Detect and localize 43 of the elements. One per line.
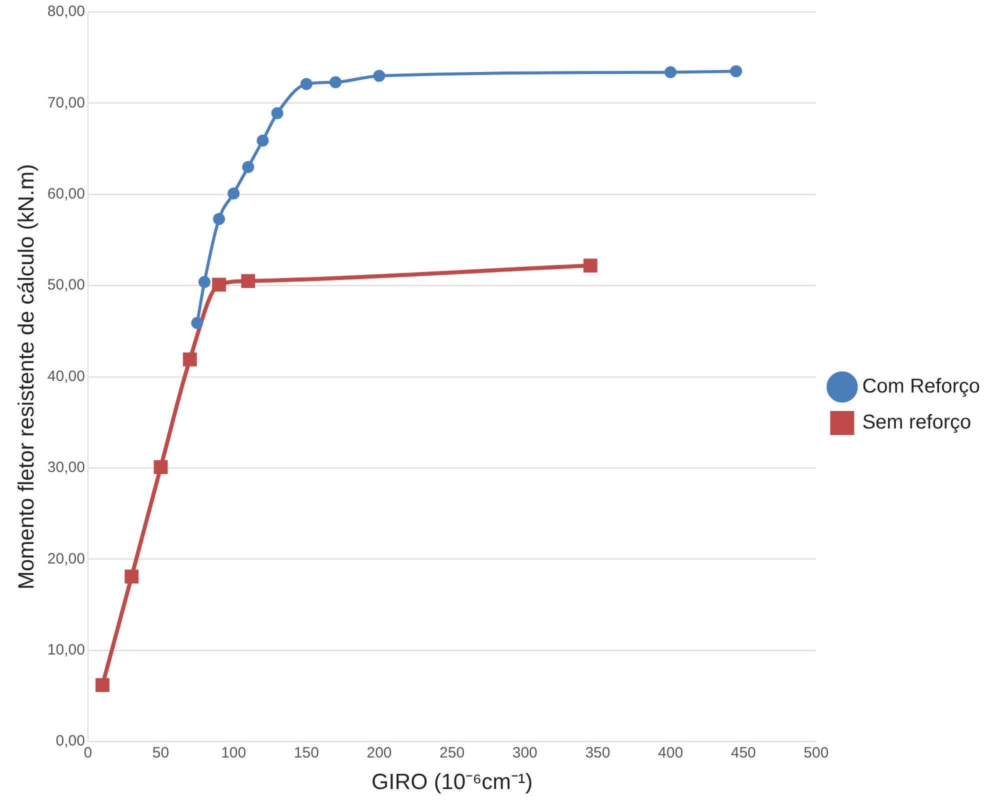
y-tick-label: 10,00 bbox=[47, 642, 85, 659]
point bbox=[241, 274, 256, 288]
x-tick-label: 250 bbox=[440, 744, 465, 762]
y-tick-label: 60,00 bbox=[47, 186, 85, 203]
legend-label: Com Reforço bbox=[862, 376, 980, 398]
legend-label: Sem reforço bbox=[862, 412, 972, 434]
point bbox=[212, 278, 226, 292]
point bbox=[271, 107, 284, 120]
y-tick-label: 50,00 bbox=[47, 276, 85, 294]
x-tick-label: 500 bbox=[804, 744, 829, 762]
y-tick-label: 0,00 bbox=[56, 732, 85, 750]
point bbox=[256, 134, 269, 147]
x-tick-label: 400 bbox=[658, 744, 684, 762]
point bbox=[124, 570, 139, 584]
x-tick-label: 300 bbox=[512, 744, 538, 762]
x-tick-label: 0 bbox=[84, 744, 92, 762]
y-tick-label: 20,00 bbox=[47, 550, 85, 568]
x-axis-title: GIRO (10⁻⁶cm⁻¹) bbox=[371, 768, 533, 794]
point bbox=[182, 352, 197, 366]
x-tick-label: 100 bbox=[221, 744, 246, 762]
x-tick-label: 450 bbox=[730, 744, 756, 762]
point bbox=[373, 70, 386, 82]
y-tick-label: 30,00 bbox=[47, 459, 85, 476]
y-tick-label: 40,00 bbox=[47, 368, 85, 385]
y-tick-label: 80,00 bbox=[47, 3, 85, 20]
point bbox=[330, 76, 342, 88]
point bbox=[228, 187, 240, 200]
point bbox=[191, 316, 204, 329]
x-tick-label: 350 bbox=[585, 744, 610, 762]
point bbox=[96, 678, 110, 692]
y-tick-label: 70,00 bbox=[47, 94, 85, 112]
x-tick-label: 50 bbox=[152, 744, 170, 762]
point bbox=[300, 78, 312, 90]
point bbox=[213, 213, 226, 226]
point bbox=[583, 258, 598, 272]
x-tick-label: 150 bbox=[294, 744, 319, 762]
y-axis-title: Momento fletor resistente de cálculo (kN.m) bbox=[13, 164, 38, 590]
point bbox=[242, 161, 254, 174]
point bbox=[664, 66, 677, 78]
point bbox=[730, 65, 742, 78]
x-tick-label: 200 bbox=[366, 744, 392, 762]
point bbox=[198, 276, 210, 288]
point bbox=[154, 460, 168, 474]
